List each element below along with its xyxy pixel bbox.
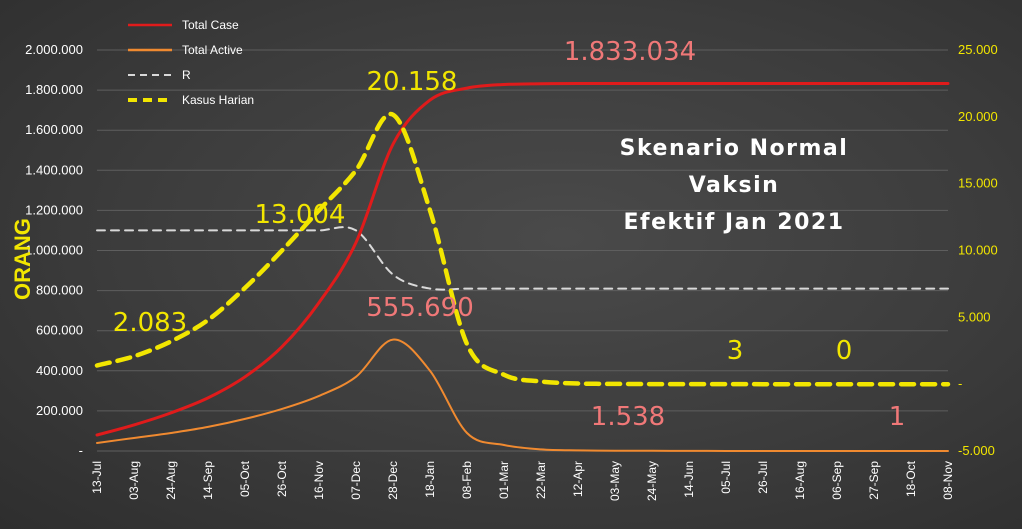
- x-tick-label: 05-Oct: [238, 460, 252, 497]
- y-left-tick-label: 1.400.000: [25, 162, 83, 177]
- y-left-tick-label: 1.000.000: [25, 243, 83, 258]
- y-right-tick-label: 25.000: [958, 42, 998, 57]
- legend-label-total-active: Total Active: [182, 43, 243, 57]
- y-right-tick-label: 15.000: [958, 176, 998, 191]
- y-left-tick-label: 1.600.000: [25, 122, 83, 137]
- series-line-r: [96, 226, 949, 291]
- title-line-1: Skenario Normal: [620, 136, 849, 161]
- annotation-kasus-harian-jul: 3: [727, 336, 744, 366]
- x-tick-label: 06-Sep: [830, 461, 844, 500]
- y-left-tick-label: 200.000: [36, 403, 83, 418]
- x-tick-label: 07-Dec: [349, 461, 363, 500]
- series-line-total-active: [96, 338, 949, 452]
- y-right-tick-label: 5.000: [958, 309, 991, 324]
- legend-label-kasus-harian: Kasus Harian: [182, 93, 254, 107]
- x-tick-label: 14-Sep: [201, 461, 215, 500]
- x-tick-label: 26-Jul: [756, 461, 770, 494]
- chart-title: Skenario Normal Vaksin Efektif Jan 2021: [620, 136, 849, 235]
- x-tick-label: 12-Apr: [571, 461, 585, 497]
- x-tick-label: 18-Oct: [904, 460, 918, 497]
- annotation-kasus-harian-sep: 0: [836, 336, 853, 366]
- annotation-kasus-harian-start: 2.083: [113, 308, 187, 338]
- x-tick-label: 03-May: [608, 461, 622, 501]
- y-left-tick-label: 400.000: [36, 363, 83, 378]
- x-tick-label: 08-Nov: [941, 461, 955, 500]
- y-right-tick-label: -: [958, 376, 962, 391]
- x-tick-label: 24-Aug: [164, 461, 178, 500]
- x-tick-label: 24-May: [645, 461, 659, 501]
- annotation-total-active-may: 1.538: [591, 402, 665, 432]
- title-line-3: Efektif Jan 2021: [623, 210, 844, 235]
- x-tick-label: 22-Mar: [534, 461, 548, 499]
- y-right-tick-label: 20.000: [958, 109, 998, 124]
- annotation-kasus-harian-peak: 20.158: [367, 67, 458, 97]
- annotation-total-case-final: 1.833.034: [564, 37, 696, 67]
- x-tick-label: 16-Aug: [793, 461, 807, 500]
- x-tick-label: 14-Jun: [682, 461, 696, 498]
- y-axis-label: ORANG: [10, 218, 35, 300]
- x-tick-label: 16-Nov: [312, 461, 326, 500]
- gridlines: [97, 49, 948, 452]
- x-tick-label: 01-Mar: [497, 461, 511, 499]
- y-right-tick-label: 10.000: [958, 243, 998, 258]
- annotations: 1.833.034 20.158 13.004 555.690 2.083 3 …: [113, 37, 905, 432]
- x-tick-label: 05-Jul: [719, 461, 733, 494]
- x-tick-label: 03-Aug: [127, 461, 141, 500]
- x-tick-label: 13-Jul: [90, 461, 104, 494]
- legend: Total Case Total Active R Kasus Harian: [128, 18, 254, 107]
- series-line-total-case: [95, 81, 950, 437]
- x-axis-ticks: 13-Jul 03-Aug 24-Aug 14-Sep 05-Oct 26-Oct 16-N…: [90, 460, 955, 501]
- annotation-kasus-harian-nov: 13.004: [255, 200, 346, 230]
- annotation-total-active-oct: 1: [889, 402, 906, 432]
- y-left-tick-label: 600.000: [36, 323, 83, 338]
- x-tick-label: 28-Dec: [386, 461, 400, 500]
- legend-label-total-case: Total Case: [182, 18, 239, 32]
- annotation-total-active-peak: 555.690: [366, 293, 474, 323]
- x-tick-label: 27-Sep: [867, 461, 881, 500]
- legend-label-r: R: [182, 68, 191, 82]
- y-left-tick-label: 2.000.000: [25, 42, 83, 57]
- series-line-kasus-harian: [94, 111, 951, 387]
- y-right-tick-label: -5.000: [958, 443, 995, 458]
- x-tick-label: 26-Oct: [275, 460, 289, 497]
- y-left-tick-label: 1.800.000: [25, 82, 83, 97]
- y-left-tick-label: 800.000: [36, 283, 83, 298]
- y-left-tick-label: -: [79, 443, 83, 458]
- title-line-2: Vaksin: [689, 173, 780, 198]
- series-lines: [94, 81, 951, 452]
- left-axis-ticks: - 200.000 400.000 600.000 800.000 1.000.000 1.…: [25, 42, 83, 458]
- y-left-tick-label: 1.200.000: [25, 202, 83, 217]
- x-tick-label: 18-Jan: [423, 461, 437, 498]
- x-tick-label: 08-Feb: [460, 461, 474, 499]
